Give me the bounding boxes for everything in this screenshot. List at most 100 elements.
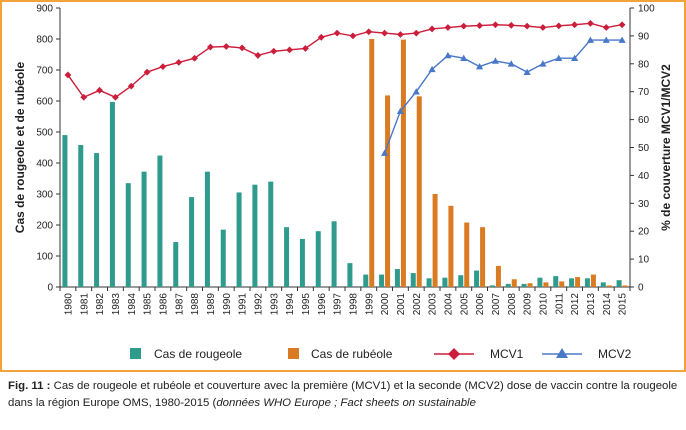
point-mcv1 — [302, 45, 309, 52]
bar-rougeole — [426, 278, 432, 287]
y-tick-label-left: 500 — [36, 128, 53, 139]
point-mcv1 — [381, 29, 388, 37]
x-tick-label: 1984 — [127, 293, 138, 316]
bar-rubeole — [543, 282, 549, 287]
point-mcv1 — [476, 22, 483, 29]
bar-rougeole — [94, 153, 100, 287]
bar-rougeole — [236, 192, 242, 287]
y-tick-label-right: 30 — [638, 199, 650, 210]
bar-rougeole — [537, 277, 543, 287]
point-mcv1 — [80, 93, 88, 101]
bar-rougeole — [252, 184, 258, 287]
x-tick-label: 2003 — [428, 293, 439, 316]
x-tick-label: 1994 — [285, 293, 296, 316]
y-tick-label-right: 60 — [638, 115, 650, 126]
bar-rubeole — [495, 265, 501, 287]
y-tick-label-left: 400 — [36, 159, 53, 170]
point-mcv2 — [507, 60, 515, 67]
point-mcv1 — [112, 93, 119, 101]
bar-rougeole — [600, 282, 606, 287]
bar-rubeole — [416, 96, 422, 287]
chart-legend: Cas de rougeole Cas de rubéole MCV1 MCV2 — [130, 347, 632, 361]
x-tick-label: 1990 — [222, 293, 233, 316]
point-mcv1 — [523, 22, 531, 30]
x-tick-label: 2012 — [570, 293, 581, 316]
point-mcv2 — [380, 149, 389, 156]
point-mcv1 — [587, 19, 594, 27]
bar-rougeole — [220, 229, 226, 287]
bar-rougeole — [173, 242, 179, 287]
bar-rougeole — [410, 273, 416, 287]
x-tick-label: 2000 — [380, 293, 391, 316]
point-mcv1 — [365, 28, 373, 36]
y-axis-title-left: Cas de rougeole et de rubéole — [13, 61, 27, 233]
point-mcv1 — [428, 25, 436, 33]
point-mcv1 — [555, 22, 563, 30]
x-tick-label: 1983 — [111, 293, 122, 316]
point-mcv1 — [143, 68, 151, 76]
point-mcv1 — [64, 71, 72, 79]
x-tick-label: 2007 — [491, 293, 502, 316]
bar-rubeole — [606, 285, 612, 287]
point-mcv1 — [444, 24, 452, 31]
bar-rougeole — [584, 278, 590, 287]
caption-italic-source: données WHO Europe ; Fact sheets on sust… — [216, 397, 476, 409]
bar-rougeole — [157, 155, 163, 287]
y-tick-label-left: 800 — [36, 35, 53, 46]
y-tick-label-right: 10 — [638, 255, 650, 266]
point-mcv1 — [175, 59, 183, 66]
x-tick-label: 1995 — [301, 293, 312, 316]
bar-rougeole — [553, 276, 559, 287]
point-mcv1 — [238, 44, 246, 52]
point-mcv2 — [555, 54, 563, 62]
line-mcv1 — [67, 22, 623, 99]
bar-rubeole — [527, 283, 533, 287]
point-mcv2 — [570, 54, 579, 62]
x-tick-label: 2010 — [538, 293, 549, 316]
y-tick-label-left: 300 — [36, 190, 53, 201]
legend-swatch-rougeole — [130, 348, 141, 359]
x-tick-label: 2001 — [396, 293, 407, 316]
point-mcv2 — [460, 54, 468, 62]
point-mcv1 — [492, 21, 499, 29]
bar-rougeole — [379, 274, 385, 287]
y-tick-label-left: 200 — [36, 221, 53, 232]
bar-rubeole — [480, 227, 486, 287]
point-mcv1 — [254, 52, 262, 59]
bar-rougeole — [394, 269, 400, 287]
figure-caption: Fig. 11 : Cas de rougeole et rubéole et … — [8, 378, 680, 412]
legend-label-rubeole: Cas de rubéole — [311, 347, 393, 361]
bar-rubeole — [622, 285, 628, 287]
point-mcv1 — [618, 21, 626, 29]
y-tick-label-right: 50 — [638, 143, 650, 154]
y-tick-label-right: 0 — [638, 283, 644, 294]
point-mcv1 — [270, 47, 278, 55]
legend-label-mcv2: MCV2 — [598, 347, 632, 361]
y-tick-label-left: 900 — [36, 4, 53, 15]
point-mcv1 — [286, 46, 293, 54]
x-tick-label: 2002 — [412, 293, 423, 316]
chart-bars — [62, 39, 628, 288]
bar-rubeole — [400, 39, 406, 288]
caption-text: Cas de rougeole et rubéole et couverture… — [8, 380, 678, 409]
x-tick-label: 2009 — [523, 293, 534, 316]
line-mcv2 — [383, 39, 623, 154]
bar-rougeole — [505, 283, 511, 287]
bar-rubeole — [448, 205, 454, 287]
y-axis-title-right: % de couverture MCV1/MCV2 — [659, 64, 673, 231]
point-mcv1 — [397, 31, 404, 38]
y-tick-label-left: 600 — [36, 97, 53, 108]
legend-marker-mcv1 — [448, 348, 460, 360]
bar-rougeole — [125, 183, 131, 287]
point-mcv1 — [602, 24, 610, 31]
legend-marker-mcv2 — [556, 348, 568, 358]
bar-rougeole — [442, 277, 448, 287]
y-tick-label-left: 700 — [36, 66, 53, 77]
point-mcv2 — [586, 36, 595, 43]
point-mcv2 — [602, 36, 610, 43]
x-tick-label: 2014 — [602, 293, 613, 316]
x-tick-label: 2011 — [554, 293, 565, 315]
point-mcv1 — [571, 21, 578, 29]
y-tick-label-left: 100 — [36, 252, 53, 263]
y-tick-label-right: 90 — [638, 31, 650, 42]
